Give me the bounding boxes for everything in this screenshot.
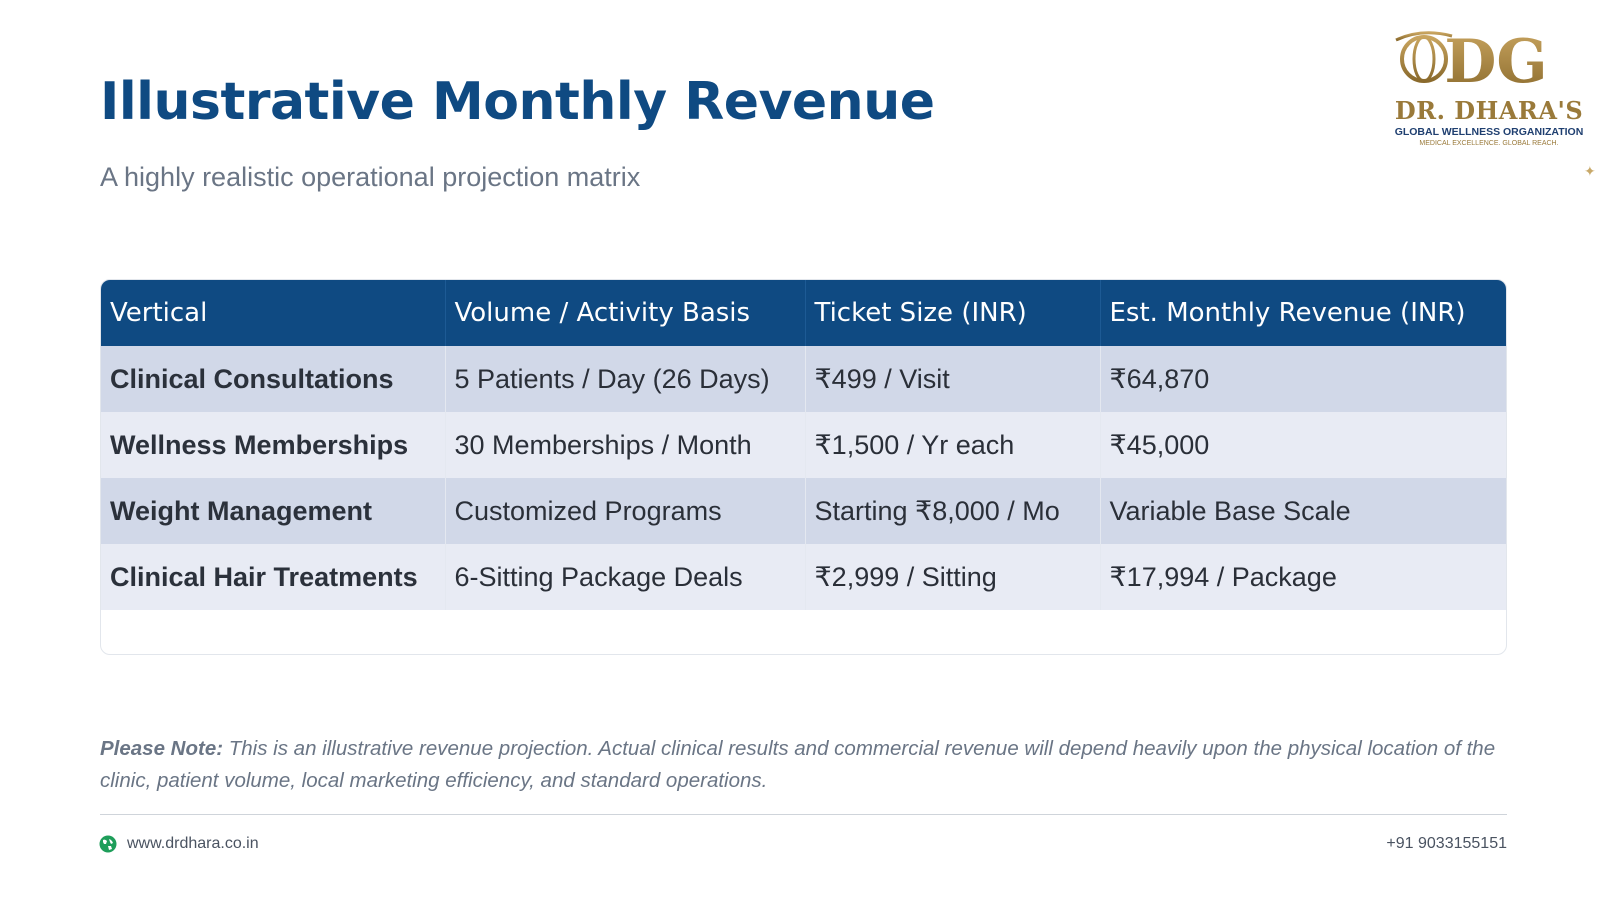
- ticket-size-cell: ₹499 / Visit: [805, 346, 1101, 412]
- note-label: Please Note:: [100, 737, 224, 760]
- volume-cell: 6-Sitting Package Deals: [445, 544, 806, 610]
- column-header-monthly-revenue: Est. Monthly Revenue (INR): [1100, 280, 1506, 346]
- vertical-cell: Clinical Consultations: [101, 346, 446, 412]
- disclaimer-note: Please Note: This is an illustrative rev…: [100, 733, 1510, 797]
- vertical-cell: Weight Management: [101, 478, 446, 544]
- ticket-size-cell: Starting ₹8,000 / Mo: [805, 478, 1101, 544]
- revenue-table-card: Vertical Volume / Activity Basis Ticket …: [100, 279, 1507, 655]
- volume-cell: 30 Memberships / Month: [445, 412, 806, 478]
- column-header-vertical: Vertical: [101, 280, 446, 346]
- table-row: Clinical Consultations 5 Patients / Day …: [101, 346, 1506, 412]
- monthly-revenue-cell: Variable Base Scale: [1100, 478, 1506, 544]
- page-title: Illustrative Monthly Revenue: [100, 72, 935, 132]
- globe-icon: [99, 835, 117, 853]
- table-row: Weight Management Customized Programs St…: [101, 478, 1506, 544]
- vertical-cell: Clinical Hair Treatments: [101, 544, 446, 610]
- table-row: Clinical Hair Treatments 6-Sitting Packa…: [101, 544, 1506, 610]
- revenue-table: Vertical Volume / Activity Basis Ticket …: [101, 280, 1506, 610]
- logo-globe-icon: DG: [1395, 27, 1548, 92]
- note-text: This is an illustrative revenue projecti…: [100, 737, 1496, 792]
- phone-number: +91 9033155151: [1386, 835, 1507, 852]
- footer-website[interactable]: www.drdhara.co.in: [99, 834, 259, 854]
- ticket-size-cell: ₹1,500 / Yr each: [805, 412, 1101, 478]
- logo-monogram: DG: [1444, 27, 1547, 92]
- website-link[interactable]: www.drdhara.co.in: [127, 835, 259, 852]
- monthly-revenue-cell: ₹64,870: [1100, 346, 1506, 412]
- table-row: Wellness Memberships 30 Memberships / Mo…: [101, 412, 1506, 478]
- monthly-revenue-cell: ₹45,000: [1100, 412, 1506, 478]
- table-header-row: Vertical Volume / Activity Basis Ticket …: [101, 280, 1506, 346]
- page-subtitle: A highly realistic operational projectio…: [100, 162, 641, 192]
- column-header-volume: Volume / Activity Basis: [445, 280, 806, 346]
- footer-divider: [100, 814, 1507, 815]
- column-header-ticket-size: Ticket Size (INR): [805, 280, 1101, 346]
- volume-cell: Customized Programs: [445, 478, 806, 544]
- brand-logo: DG DR. DHARA'S GLOBAL WELLNESS ORGANIZAT…: [1384, 26, 1594, 156]
- monthly-revenue-cell: ₹17,994 / Package: [1100, 544, 1506, 610]
- logo-tagline: MEDICAL EXCELLENCE. GLOBAL REACH.: [1419, 140, 1559, 147]
- sparkle-icon: ✦: [1584, 164, 1596, 180]
- ticket-size-cell: ₹2,999 / Sitting: [805, 544, 1101, 610]
- volume-cell: 5 Patients / Day (26 Days): [445, 346, 806, 412]
- vertical-cell: Wellness Memberships: [101, 412, 446, 478]
- logo-name: DR. DHARA'S: [1394, 96, 1584, 125]
- logo-organization: GLOBAL WELLNESS ORGANIZATION: [1394, 126, 1584, 138]
